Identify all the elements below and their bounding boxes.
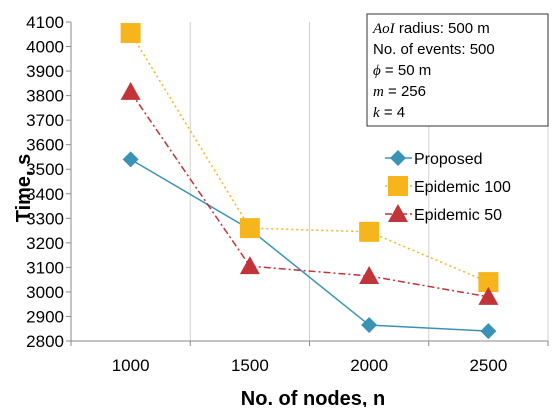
annotation-variable: k xyxy=(373,105,380,121)
y-tick-label: 3400 xyxy=(26,185,64,204)
legend-entry: Epidemic 50 xyxy=(385,204,502,224)
data-point xyxy=(359,221,380,242)
annotation-variable: m xyxy=(373,84,384,100)
annotation-value: radius: 500 m xyxy=(395,20,490,37)
y-tick-label: 3700 xyxy=(26,111,64,130)
data-point xyxy=(361,317,378,334)
data-point xyxy=(120,23,141,44)
y-tick-label: 2900 xyxy=(26,307,64,326)
annotation-value: = 4 xyxy=(380,104,405,121)
annotation-line: m = 256 xyxy=(373,83,426,100)
y-tick-label: 3300 xyxy=(26,209,64,228)
axis-layer: 2800 2900 3000 3100 3200 3300 3400 3500 3600 3700… xyxy=(26,13,549,375)
y-axis-title: Time, s xyxy=(13,154,35,223)
annotation-line: No. of events: 500 xyxy=(373,41,495,58)
y-tick-label: 3100 xyxy=(26,258,64,277)
series-2 xyxy=(120,81,499,305)
legend-marker xyxy=(390,150,406,166)
x-tick-label: 2500 xyxy=(469,356,507,375)
data-point xyxy=(120,81,141,100)
x-tick-label: 1500 xyxy=(231,356,269,375)
series-layer xyxy=(120,23,499,340)
x-tick-label: 2000 xyxy=(350,356,388,375)
annotation-line: AoI radius: 500 m xyxy=(372,20,490,37)
series-line xyxy=(130,158,489,332)
legend-label: Epidemic 100 xyxy=(414,179,511,196)
legend-marker xyxy=(388,204,408,222)
annotation-frame xyxy=(366,13,549,127)
annotation-value: = 50 m xyxy=(381,62,431,79)
data-point xyxy=(239,256,260,275)
data-point xyxy=(122,151,139,168)
data-point xyxy=(359,265,380,284)
annotation-line: ϕ = 50 m xyxy=(373,62,431,79)
y-tick-label: 3600 xyxy=(26,136,64,155)
data-point xyxy=(478,272,499,293)
legend-label: Proposed xyxy=(414,151,483,168)
y-tick-label: 3000 xyxy=(26,283,64,302)
legend-label: Epidemic 50 xyxy=(414,207,502,224)
data-point xyxy=(478,286,499,305)
legend: Proposed Epidemic 100 Epidemic 50 xyxy=(385,150,511,224)
y-tick-label: 2800 xyxy=(26,332,64,351)
annotation-value: No. of events: 500 xyxy=(373,41,495,58)
annotation-line: k = 4 xyxy=(373,104,405,121)
x-axis-title: No. of nodes, n xyxy=(241,388,385,407)
legend-entry: Proposed xyxy=(385,150,483,168)
y-tick-label: 3200 xyxy=(26,234,64,253)
y-tick-label: 4000 xyxy=(26,38,64,57)
legend-marker xyxy=(388,176,408,196)
x-tick-label: 1000 xyxy=(112,356,150,375)
y-tick-label: 3900 xyxy=(26,62,64,81)
y-tick-label: 3800 xyxy=(26,87,64,106)
data-point xyxy=(239,218,260,239)
annotation-variable: AoI xyxy=(372,21,396,37)
annotation-box: AoI radius: 500 m No. of events: 500 ϕ = 5… xyxy=(366,13,549,127)
annotation-variable: ϕ xyxy=(373,63,381,79)
series-line xyxy=(130,91,489,298)
y-tick-label: 4100 xyxy=(26,13,64,32)
y-tick-label: 3500 xyxy=(26,160,64,179)
annotation-value: = 256 xyxy=(384,83,426,100)
legend-entry: Epidemic 100 xyxy=(385,176,511,196)
annotation-lines: AoI radius: 500 m No. of events: 500 ϕ = 5… xyxy=(372,20,495,121)
series-1 xyxy=(120,23,499,293)
data-point xyxy=(480,323,497,340)
